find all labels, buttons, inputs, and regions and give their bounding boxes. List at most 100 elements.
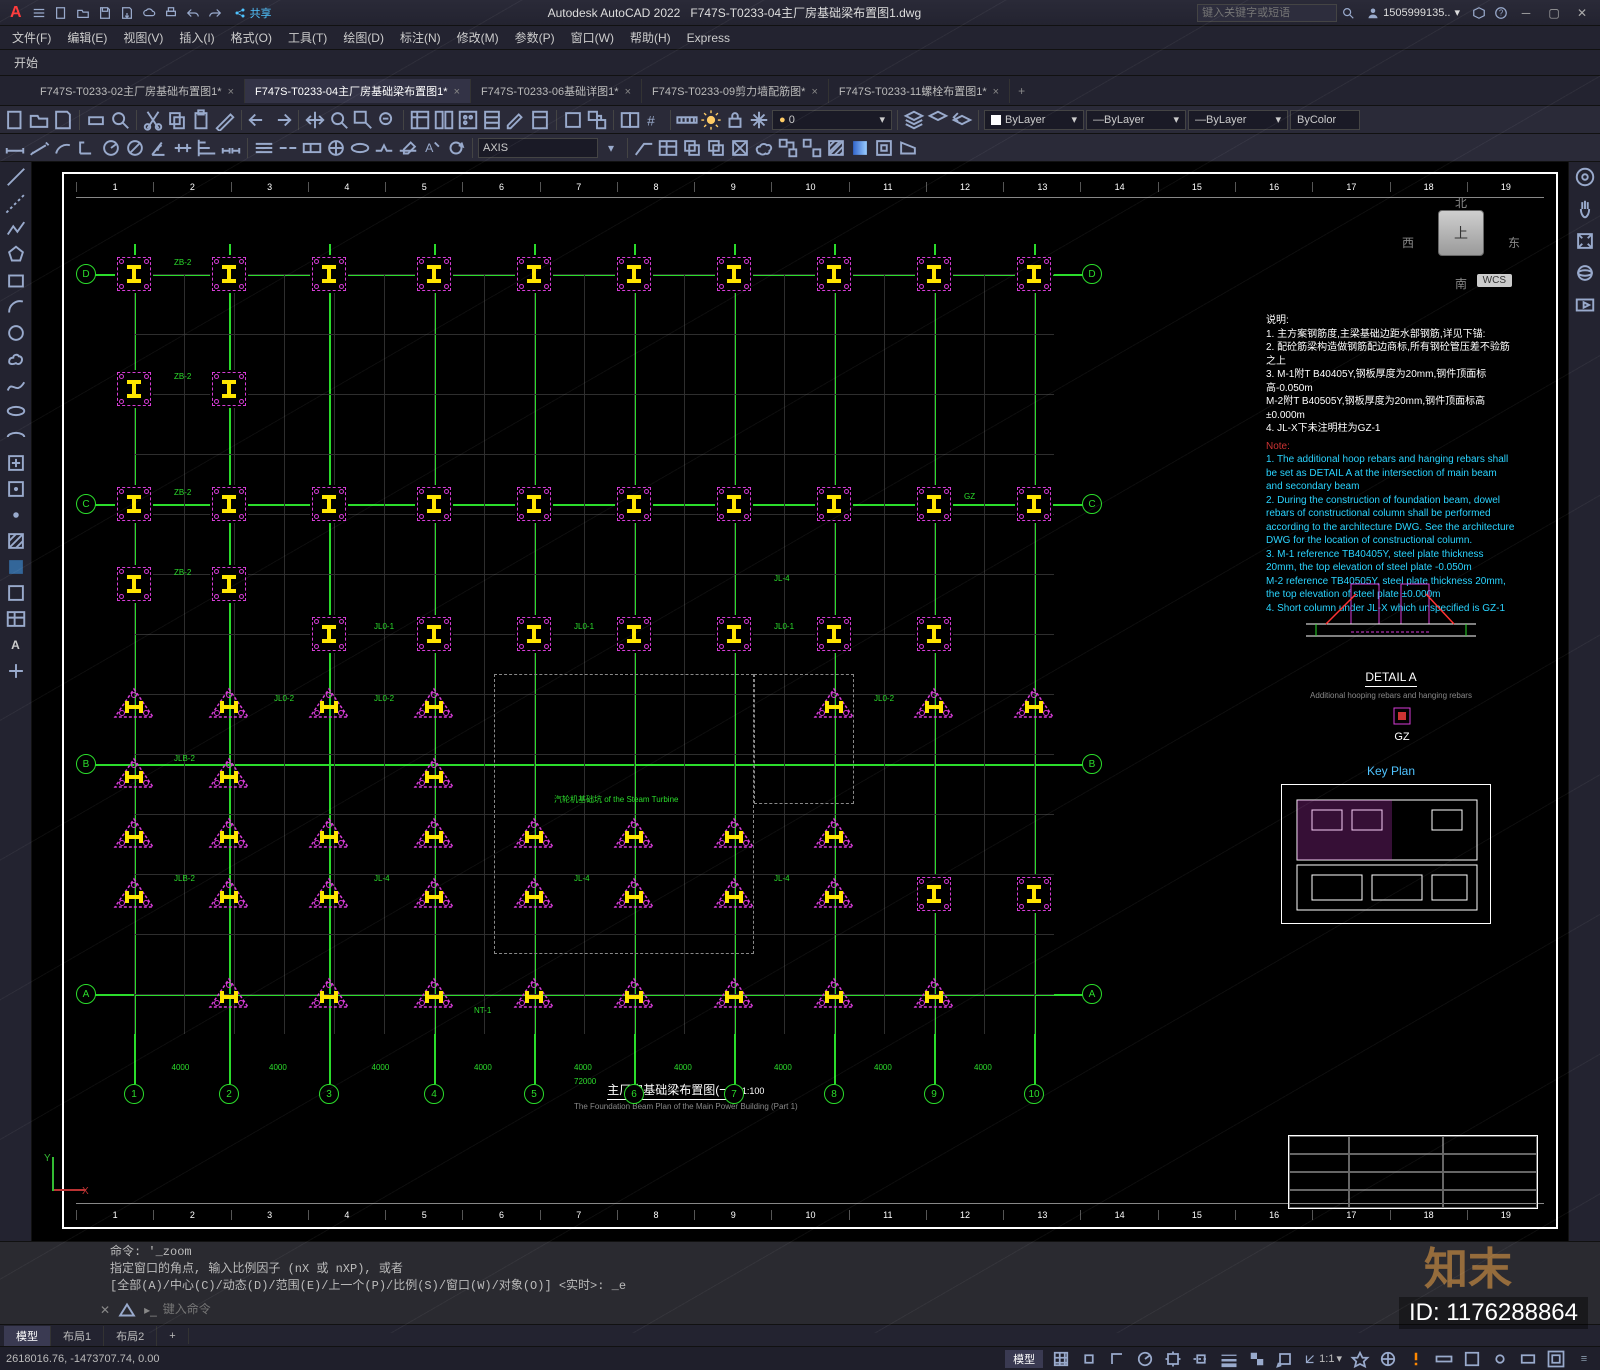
dimstyle-input[interactable]	[478, 138, 598, 158]
center-mark-icon[interactable]	[325, 137, 347, 159]
pan-icon[interactable]	[304, 109, 326, 131]
markup-icon[interactable]	[505, 109, 527, 131]
revcloud-icon[interactable]	[5, 348, 27, 370]
ellipse-arc-icon[interactable]	[5, 426, 27, 448]
zoom-prev-icon[interactable]	[376, 109, 398, 131]
jog-icon[interactable]	[373, 137, 395, 159]
add-selected-icon[interactable]	[5, 660, 27, 682]
design-center-icon[interactable]	[433, 109, 455, 131]
properties-icon[interactable]	[409, 109, 431, 131]
lineweight-dropdown[interactable]: — ByLayer▾	[1188, 110, 1288, 130]
user-account[interactable]: 1505999135.. ▾	[1367, 6, 1460, 19]
region-icon[interactable]	[897, 137, 919, 159]
a360-icon[interactable]	[1470, 4, 1488, 22]
document-tab[interactable]: F747S-T0233-06基础详图1*×	[471, 79, 642, 103]
make-block-icon[interactable]	[5, 478, 27, 500]
ellipse-icon[interactable]	[5, 400, 27, 422]
dim-angle-icon[interactable]	[148, 137, 170, 159]
command-input[interactable]	[163, 1303, 1592, 1317]
workspace-icon[interactable]	[1378, 1350, 1398, 1368]
undo-icon[interactable]	[184, 4, 202, 22]
ruler-icon[interactable]	[676, 109, 698, 131]
linetype-dropdown[interactable]: — ByLayer▾	[1086, 110, 1186, 130]
sheet-set-icon[interactable]	[481, 109, 503, 131]
freeze-icon[interactable]	[748, 109, 770, 131]
new-icon[interactable]	[4, 109, 26, 131]
spline-icon[interactable]	[5, 374, 27, 396]
anno-vis-icon[interactable]	[1350, 1350, 1370, 1368]
polyline-icon[interactable]	[5, 218, 27, 240]
menu-item[interactable]: 窗口(W)	[565, 27, 620, 48]
menu-item[interactable]: 绘图(D)	[337, 27, 390, 48]
tolerance-icon[interactable]	[301, 137, 323, 159]
transparency-icon[interactable]	[1247, 1350, 1267, 1368]
dimstyle-apply-icon[interactable]: ▾	[600, 137, 622, 159]
lock-icon[interactable]	[724, 109, 746, 131]
dim-aligned-icon[interactable]	[28, 137, 50, 159]
otrack-icon[interactable]	[1191, 1350, 1211, 1368]
revcloud-icon[interactable]	[753, 137, 775, 159]
dim-break-icon[interactable]	[277, 137, 299, 159]
layer-iso-icon[interactable]	[927, 109, 949, 131]
close-tab-icon[interactable]: ×	[993, 86, 999, 98]
ortho-icon[interactable]	[1107, 1350, 1127, 1368]
minimize-button[interactable]: ─	[1512, 3, 1540, 23]
redo-icon[interactable]	[271, 109, 293, 131]
draworder-front-icon[interactable]	[681, 137, 703, 159]
save-icon[interactable]	[96, 4, 114, 22]
modelspace-button[interactable]: 模型	[1005, 1350, 1043, 1368]
dim-arc-icon[interactable]	[52, 137, 74, 159]
region-tool-icon[interactable]	[5, 582, 27, 604]
hardware-accel-icon[interactable]	[1518, 1350, 1538, 1368]
dim-baseline-icon[interactable]	[196, 137, 218, 159]
dim-update-icon[interactable]	[445, 137, 467, 159]
close-tab-icon[interactable]: ×	[811, 86, 817, 98]
isolate-icon[interactable]	[1490, 1350, 1510, 1368]
polar-icon[interactable]	[1135, 1350, 1155, 1368]
xref-icon[interactable]	[586, 109, 608, 131]
anno-scale[interactable]: 1:1 ▾	[1303, 1352, 1342, 1366]
layer-prev-icon[interactable]	[951, 109, 973, 131]
layout-tab[interactable]: 布局1	[51, 1326, 104, 1346]
undo-icon[interactable]	[247, 109, 269, 131]
nav-showmotion-icon[interactable]	[1574, 294, 1596, 316]
lwt-icon[interactable]	[1219, 1350, 1239, 1368]
share-button[interactable]: 共享	[234, 5, 272, 21]
ribbon-tab-start[interactable]: 开始	[4, 50, 48, 75]
line-icon[interactable]	[5, 166, 27, 188]
help-icon[interactable]: ?	[1492, 4, 1510, 22]
polygon-icon[interactable]	[5, 244, 27, 266]
sun-icon[interactable]	[700, 109, 722, 131]
redo-icon[interactable]	[206, 4, 224, 22]
wipeout-icon[interactable]	[729, 137, 751, 159]
dim-edit-icon[interactable]	[397, 137, 419, 159]
layer-props-icon[interactable]	[903, 109, 925, 131]
gradient-tool-icon[interactable]	[5, 556, 27, 578]
close-tab-icon[interactable]: ×	[625, 86, 631, 98]
copy-icon[interactable]	[166, 109, 188, 131]
menu-item[interactable]: 视图(V)	[117, 27, 169, 48]
saveas-icon[interactable]	[118, 4, 136, 22]
cloud-icon[interactable]	[140, 4, 158, 22]
maximize-button[interactable]: ▢	[1540, 3, 1568, 23]
menu-item[interactable]: Express	[681, 29, 736, 47]
snap-icon[interactable]	[1079, 1350, 1099, 1368]
mtext-icon[interactable]: A	[5, 634, 27, 656]
clean-screen-icon[interactable]	[1546, 1350, 1566, 1368]
dim-tedit-icon[interactable]: A	[421, 137, 443, 159]
zoom-window-icon[interactable]	[352, 109, 374, 131]
customize-icon[interactable]: ≡	[1574, 1350, 1594, 1368]
dim-ord-icon[interactable]	[76, 137, 98, 159]
dim-continue-icon[interactable]	[220, 137, 242, 159]
osnap-icon[interactable]	[1163, 1350, 1183, 1368]
dim-dia-icon[interactable]	[124, 137, 146, 159]
hatch-tool-icon[interactable]	[5, 530, 27, 552]
arc-icon[interactable]	[5, 296, 27, 318]
open-icon[interactable]	[28, 109, 50, 131]
close-button[interactable]: ✕	[1568, 3, 1596, 23]
new-layout-button[interactable]: +	[157, 1328, 188, 1344]
tool-palette-icon[interactable]	[457, 109, 479, 131]
leader-icon[interactable]	[633, 137, 655, 159]
layout-tab[interactable]: 布局2	[104, 1326, 157, 1346]
close-tab-icon[interactable]: ×	[454, 86, 460, 98]
